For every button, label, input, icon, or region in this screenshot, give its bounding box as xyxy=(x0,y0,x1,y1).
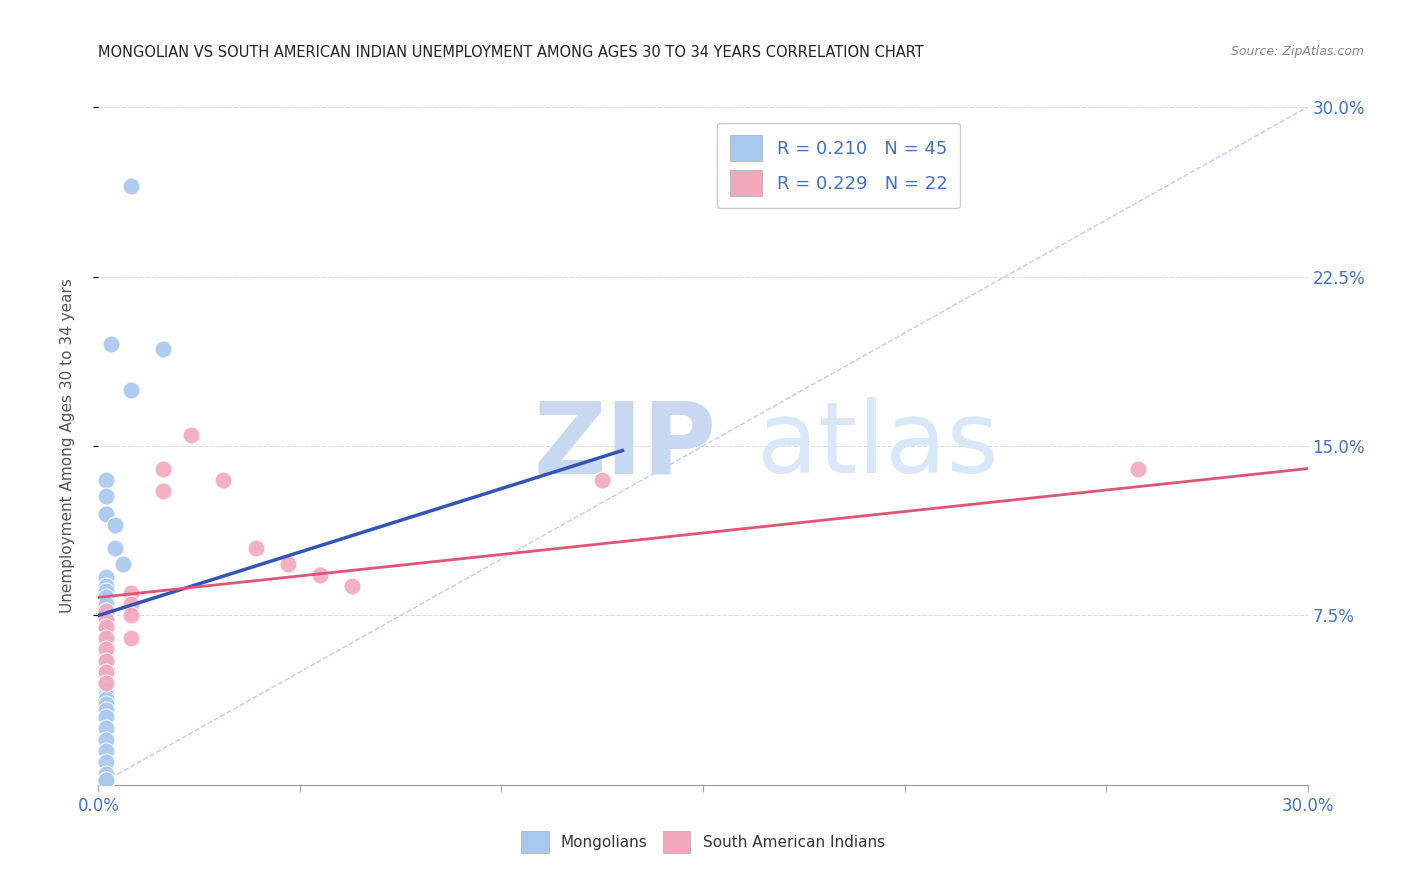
Point xyxy=(96,722,118,736)
Point xyxy=(212,473,235,487)
Point xyxy=(152,484,174,499)
Point xyxy=(96,710,118,724)
Point xyxy=(96,692,118,706)
Point xyxy=(96,773,118,788)
Point xyxy=(96,473,118,487)
Point xyxy=(103,541,125,555)
Point xyxy=(103,518,125,533)
Point xyxy=(96,617,118,632)
Point xyxy=(96,654,118,668)
Point xyxy=(96,620,118,634)
Point xyxy=(180,427,202,442)
Point xyxy=(120,608,142,623)
Point xyxy=(96,635,118,649)
Point xyxy=(96,688,118,702)
Point xyxy=(96,697,118,711)
Point xyxy=(96,613,118,627)
Point xyxy=(96,622,118,636)
Text: ZIP: ZIP xyxy=(534,398,717,494)
Text: atlas: atlas xyxy=(758,398,1000,494)
Point xyxy=(96,604,118,618)
Point xyxy=(111,557,134,571)
Point xyxy=(96,591,118,605)
Point xyxy=(1128,461,1150,475)
Point xyxy=(96,660,118,674)
Point xyxy=(309,567,332,582)
Point xyxy=(96,683,118,698)
Point xyxy=(152,342,174,356)
Point xyxy=(96,640,118,654)
Point xyxy=(96,773,118,788)
Point xyxy=(96,665,118,679)
Point xyxy=(96,654,118,668)
Point xyxy=(96,732,118,747)
Point xyxy=(96,631,118,645)
Y-axis label: Unemployment Among Ages 30 to 34 years: Unemployment Among Ages 30 to 34 years xyxy=(60,278,75,614)
Point xyxy=(120,597,142,611)
Point xyxy=(96,631,118,645)
Point xyxy=(100,337,122,351)
Point xyxy=(591,473,613,487)
Point xyxy=(96,604,118,618)
Point xyxy=(120,383,142,397)
Point xyxy=(96,579,118,593)
Point xyxy=(96,676,118,690)
Point xyxy=(96,613,118,627)
Point xyxy=(120,179,142,194)
Text: Source: ZipAtlas.com: Source: ZipAtlas.com xyxy=(1230,45,1364,58)
Point xyxy=(277,557,299,571)
Point xyxy=(96,766,118,780)
Point xyxy=(96,626,118,640)
Point xyxy=(96,665,118,679)
Point xyxy=(245,541,267,555)
Point xyxy=(120,631,142,645)
Point xyxy=(96,507,118,521)
Point xyxy=(96,669,118,683)
Point xyxy=(96,756,118,770)
Point xyxy=(96,744,118,758)
Point xyxy=(152,461,174,475)
Legend: Mongolians, South American Indians: Mongolians, South American Indians xyxy=(515,825,891,859)
Point xyxy=(96,597,118,611)
Point xyxy=(96,642,118,657)
Point xyxy=(342,579,364,593)
Point xyxy=(96,679,118,693)
Point xyxy=(96,649,118,664)
Point xyxy=(96,645,118,659)
Point xyxy=(96,608,118,623)
Point xyxy=(120,586,142,600)
Point xyxy=(96,489,118,503)
Point xyxy=(96,673,118,688)
Point xyxy=(96,703,118,717)
Point xyxy=(96,583,118,598)
Text: MONGOLIAN VS SOUTH AMERICAN INDIAN UNEMPLOYMENT AMONG AGES 30 TO 34 YEARS CORREL: MONGOLIAN VS SOUTH AMERICAN INDIAN UNEMP… xyxy=(98,45,924,60)
Point xyxy=(96,570,118,584)
